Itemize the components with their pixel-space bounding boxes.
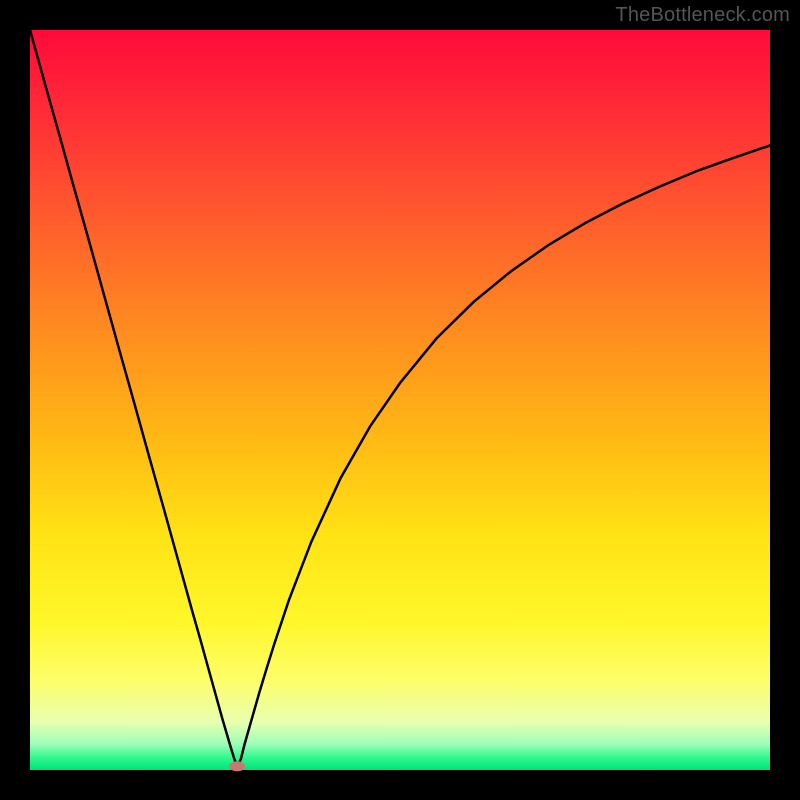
watermark-label: TheBottleneck.com (615, 4, 790, 27)
chart-container: TheBottleneck.com (0, 0, 800, 800)
minimum-marker (229, 761, 245, 771)
plot-background (30, 30, 770, 770)
bottleneck-chart-svg (0, 0, 800, 800)
